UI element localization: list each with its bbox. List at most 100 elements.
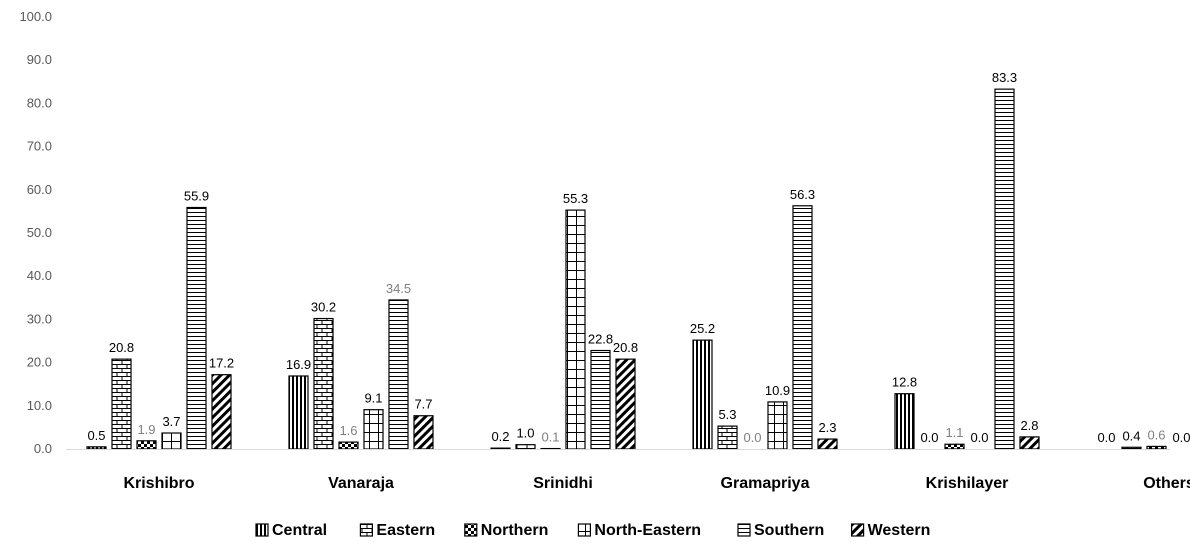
data-label-western-gramapriya: 2.3 <box>818 420 836 435</box>
legend-label-southern: Southern <box>754 522 824 539</box>
bar-northern-others <box>1146 445 1167 450</box>
legend-label-central: Central <box>272 522 327 539</box>
category-label-others: Others <box>1143 475 1190 492</box>
y-tick-label: 50.0 <box>27 225 52 240</box>
legend-swatch-southern <box>737 523 751 537</box>
bar-central-gramapriya <box>692 339 713 450</box>
data-label-central-gramapriya: 25.2 <box>690 321 715 336</box>
data-label-eastern-gramapriya: 5.3 <box>718 407 736 422</box>
legend-label-eastern: Eastern <box>376 522 435 539</box>
legend-swatch-north-eastern <box>577 523 592 537</box>
y-tick-label: 20.0 <box>27 355 52 370</box>
data-label-eastern-krishilayer: 0.0 <box>920 430 938 445</box>
data-label-southern-srinidhi: 22.8 <box>588 332 613 347</box>
data-label-southern-gramapriya: 56.3 <box>790 187 815 202</box>
data-label-north-eastern-krishilayer: 0.0 <box>970 430 988 445</box>
bar-central-vanaraja <box>288 375 309 450</box>
bar-western-krishilayer <box>1019 436 1040 450</box>
y-tick-label: 100.0 <box>19 9 52 24</box>
data-label-southern-vanaraja: 34.5 <box>386 281 411 296</box>
legend-swatch-eastern <box>359 523 373 537</box>
bar-northern-krishibro <box>136 440 157 450</box>
category-label-krishilayer: Krishilayer <box>926 475 1009 492</box>
data-label-central-others: 0.0 <box>1097 430 1115 445</box>
y-tick-label: 90.0 <box>27 52 52 67</box>
bar-central-krishibro <box>86 446 107 450</box>
category-label-krishibro: Krishibro <box>123 475 194 492</box>
data-label-north-eastern-srinidhi: 55.3 <box>563 191 588 206</box>
legend-swatch-central <box>255 523 269 537</box>
data-label-western-krishibro: 17.2 <box>209 356 234 371</box>
legend-item-northern: Northern <box>464 522 549 539</box>
data-label-southern-krishilayer: 83.3 <box>992 70 1017 85</box>
bar-western-gramapriya <box>817 438 838 450</box>
bar-central-krishilayer <box>894 393 915 450</box>
bar-southern-vanaraja <box>388 299 409 450</box>
data-label-northern-krishilayer: 1.1 <box>945 425 963 440</box>
y-tick-label: 60.0 <box>27 182 52 197</box>
category-label-srinidhi: Srinidhi <box>533 475 593 492</box>
data-label-eastern-krishibro: 20.8 <box>109 340 134 355</box>
data-label-western-krishilayer: 2.8 <box>1020 418 1038 433</box>
legend-label-northern: Northern <box>481 522 549 539</box>
bar-eastern-vanaraja <box>313 317 334 450</box>
bar-eastern-gramapriya <box>717 425 738 450</box>
bar-northern-vanaraja <box>338 441 359 450</box>
data-label-western-vanaraja: 7.7 <box>414 397 432 412</box>
category-label-gramapriya: Gramapriya <box>721 475 810 492</box>
bar-southern-krishilayer <box>994 88 1015 450</box>
data-label-north-eastern-vanaraja: 9.1 <box>364 391 382 406</box>
data-label-north-eastern-krishibro: 3.7 <box>162 414 180 429</box>
data-label-northern-others: 0.6 <box>1147 427 1165 442</box>
data-label-eastern-vanaraja: 30.2 <box>311 300 336 315</box>
y-tick-label: 0.0 <box>34 441 52 456</box>
bar-central-srinidhi <box>490 447 511 450</box>
data-label-northern-srinidhi: 0.1 <box>541 430 559 445</box>
legend-item-southern: Southern <box>737 522 824 539</box>
bar-western-vanaraja <box>413 415 434 450</box>
bar-north-eastern-srinidhi <box>565 209 586 450</box>
legend-label-western: Western <box>868 522 931 539</box>
bars <box>86 88 1167 450</box>
data-label-western-srinidhi: 20.8 <box>613 340 638 355</box>
data-label-central-krishilayer: 12.8 <box>892 375 917 390</box>
data-label-central-srinidhi: 0.2 <box>491 429 509 444</box>
category-label-vanaraja: Vanaraja <box>328 475 394 492</box>
bar-eastern-srinidhi <box>515 444 536 450</box>
bar-eastern-krishibro <box>111 358 132 450</box>
data-label-eastern-srinidhi: 1.0 <box>516 426 534 441</box>
legend-item-eastern: Eastern <box>359 522 435 539</box>
data-label-central-krishibro: 0.5 <box>87 428 105 443</box>
bar-eastern-others <box>1121 446 1142 450</box>
legend-item-north-eastern: North-Eastern <box>577 522 701 539</box>
data-label-northern-gramapriya: 0.0 <box>743 430 761 445</box>
data-label-southern-krishibro: 55.9 <box>184 189 209 204</box>
legend-swatch-western <box>850 523 865 537</box>
bar-southern-krishibro <box>186 206 207 450</box>
bar-north-eastern-vanaraja <box>363 409 384 450</box>
bar-northern-krishilayer <box>944 443 965 450</box>
y-tick-label: 70.0 <box>27 139 52 154</box>
y-tick-label: 10.0 <box>27 398 52 413</box>
data-label-north-eastern-others: 0.0 <box>1172 430 1190 445</box>
bar-southern-gramapriya <box>792 205 813 450</box>
bar-southern-srinidhi <box>590 349 611 450</box>
data-label-north-eastern-gramapriya: 10.9 <box>765 383 790 398</box>
legend-swatch-northern <box>464 523 478 537</box>
data-label-eastern-others: 0.4 <box>1122 428 1140 443</box>
legend-item-western: Western <box>850 522 931 539</box>
bar-north-eastern-gramapriya <box>767 401 788 450</box>
data-labels: 0.5 20.8 1.9 3.7 55.9 17.2 16.9 30.2 1.6 9.1 34.5 7… <box>87 70 1190 445</box>
bar-western-krishibro <box>211 374 232 450</box>
data-label-northern-krishibro: 1.9 <box>137 422 155 437</box>
y-tick-label: 40.0 <box>27 268 52 283</box>
y-tick-label: 30.0 <box>27 311 52 326</box>
legend-item-central: Central <box>255 522 327 539</box>
legend: Central Eastern Northern North-Eastern South… <box>255 522 931 539</box>
bar-north-eastern-krishibro <box>161 432 182 450</box>
bar-western-srinidhi <box>615 358 636 450</box>
y-axis-ticks: 0.0 10.0 20.0 30.0 40.0 50.0 60.0 70.0 80.0 90.0 1… <box>19 9 52 456</box>
data-label-central-vanaraja: 16.9 <box>286 357 311 372</box>
